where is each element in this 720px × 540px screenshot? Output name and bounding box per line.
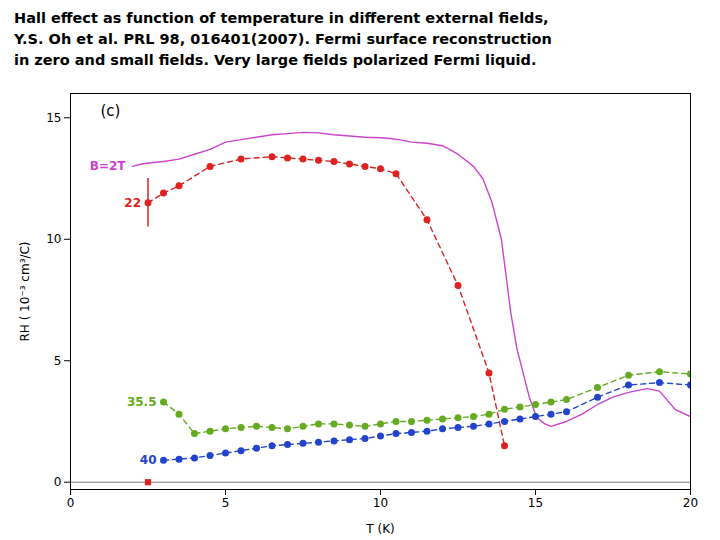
html-text:Hall effect as function of tem: Hall effect as function of temperature i… [14,10,549,26]
svg-text:20: 20 [683,496,698,510]
svg-text:40: 40 [140,453,157,467]
svg-text:0: 0 [67,496,75,510]
svg-text:15: 15 [46,111,61,125]
svg-text:RH ( 10⁻³ cm³/C): RH ( 10⁻³ cm³/C) [18,241,32,341]
svg-text:22: 22 [124,196,141,210]
svg-text:35.5: 35.5 [127,395,157,409]
svg-text:5: 5 [54,354,62,368]
svg-text:10: 10 [373,496,388,510]
svg-text:10: 10 [46,232,61,246]
svg-text:0: 0 [54,475,62,489]
svg-text:T (K): T (K) [365,522,394,536]
html-text:in zero and small fields. Very: in zero and small fields. Very large fie… [14,52,537,68]
svg-text:5: 5 [222,496,230,510]
svg-text:(c): (c) [101,102,121,120]
html-text:Y.S. Oh et al. PRL 98, 016401(: Y.S. Oh et al. PRL 98, 016401(2007). Fer… [14,31,552,47]
svg-text:B=2T: B=2T [90,159,127,173]
svg-text:15: 15 [528,496,543,510]
